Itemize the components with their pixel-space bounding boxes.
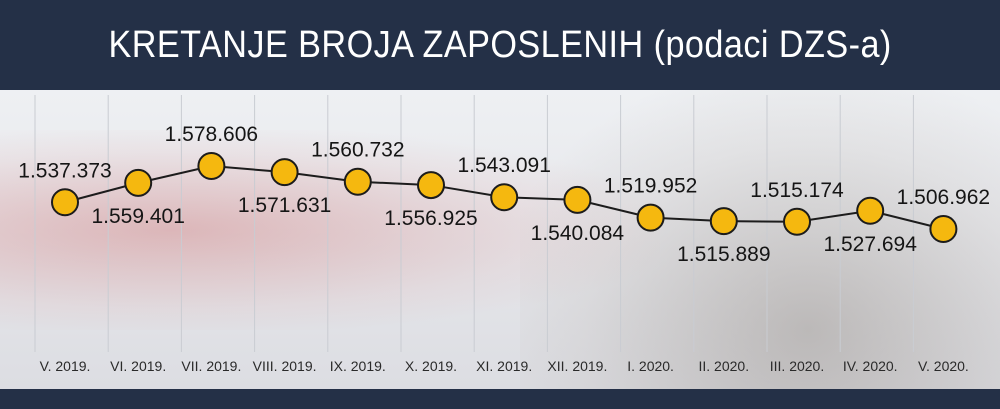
data-label: 1.543.091: [457, 154, 550, 177]
x-tick-label: I. 2020.: [627, 358, 674, 374]
data-label: 1.560.732: [311, 139, 404, 162]
x-tick-label: VIII. 2019.: [253, 358, 317, 374]
data-point: [709, 207, 738, 236]
x-tick-label: IX. 2019.: [330, 358, 386, 374]
x-tick-label: XII. 2019.: [547, 358, 607, 374]
x-tick-label: III. 2020.: [770, 358, 824, 374]
data-point: [490, 183, 519, 212]
data-point: [929, 215, 958, 243]
data-label: 1.519.952: [604, 175, 697, 198]
data-point: [51, 188, 79, 217]
x-tick-label: VI. 2019.: [110, 358, 166, 374]
chart-title: KRETANJE BROJA ZAPOSLENIH (podaci DZS-a): [108, 23, 892, 66]
data-label: 1.578.606: [165, 123, 258, 146]
x-tick-label: XI. 2019.: [476, 358, 532, 374]
data-label: 1.515.889: [677, 243, 770, 266]
x-tick-label: V. 2019.: [40, 358, 91, 374]
data-label: 1.506.962: [897, 186, 990, 209]
data-label: 1.515.174: [750, 179, 844, 202]
x-tick-label: II. 2020.: [699, 358, 750, 374]
data-point: [197, 152, 226, 180]
data-label: 1.540.084: [531, 222, 625, 245]
data-point: [417, 171, 445, 200]
footer-bar: [0, 389, 1000, 409]
data-point: [563, 185, 592, 214]
data-label: 1.537.373: [18, 159, 111, 182]
data-point: [783, 207, 811, 236]
header-bar: KRETANJE BROJA ZAPOSLENIH (podaci DZS-a): [0, 0, 1000, 90]
data-label: 1.556.925: [384, 207, 477, 230]
line-chart: 1.537.373 1.559.401 1.578.606 1.571.631 1.56…: [18, 95, 990, 374]
data-point: [636, 203, 665, 232]
data-label: 1.559.401: [91, 205, 184, 228]
data-point: [124, 168, 153, 197]
plot-area: 1.537.373 1.559.401 1.578.606 1.571.631 1.56…: [0, 90, 1000, 389]
data-point: [270, 158, 299, 187]
background-photo-red: [0, 130, 660, 330]
background-photo-crowd: [520, 90, 1000, 389]
x-tick-label: V. 2020.: [918, 358, 969, 374]
data-point: [343, 167, 372, 196]
data-label: 1.571.631: [238, 194, 331, 217]
data-label: 1.527.694: [823, 233, 917, 256]
x-tick-label: VII. 2019.: [181, 358, 241, 374]
x-tick-label: IV. 2020.: [843, 358, 898, 374]
data-point: [856, 196, 885, 225]
x-tick-label: X. 2019.: [405, 358, 457, 374]
